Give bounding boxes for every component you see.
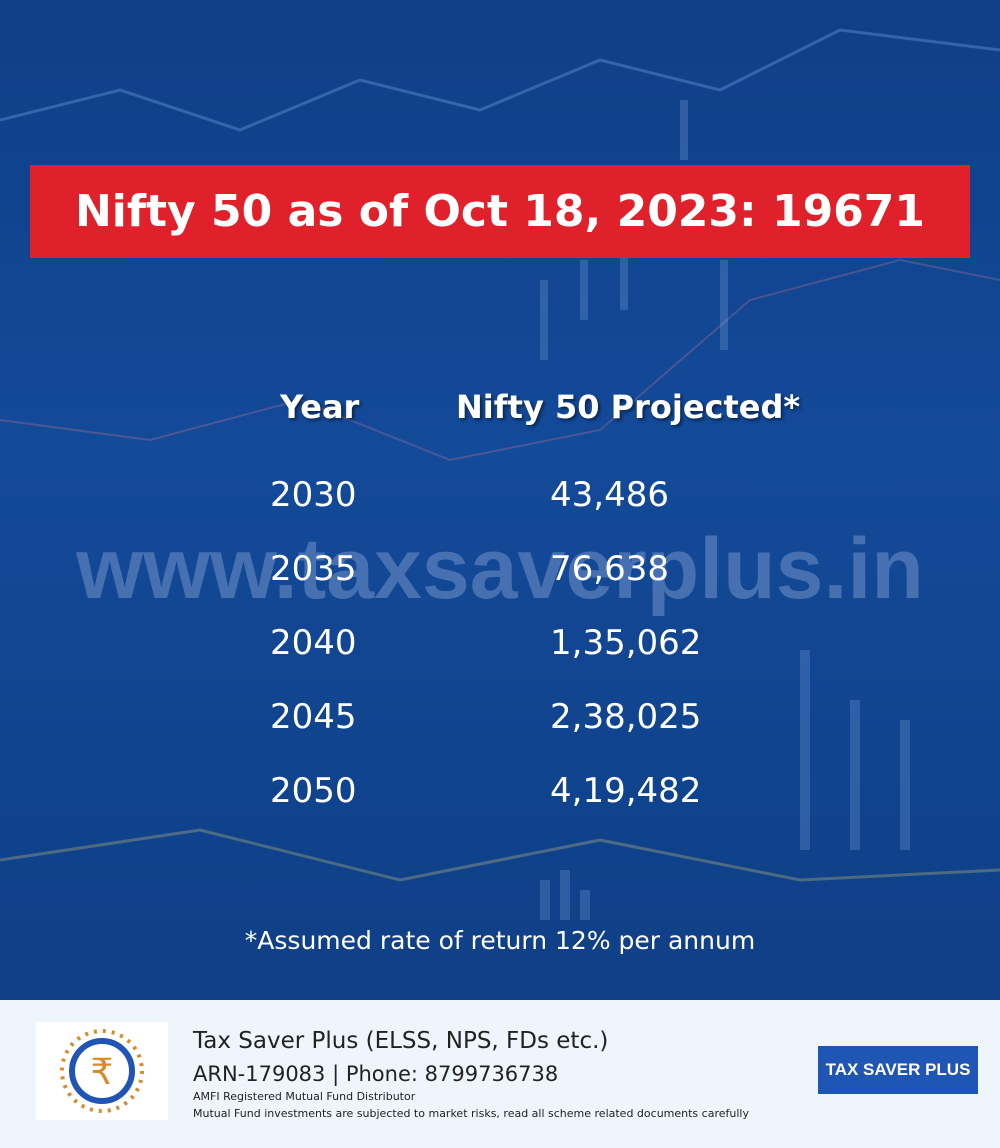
year-cell: 2035 <box>270 549 357 589</box>
footer-disclaimer: Mutual Fund investments are subjected to… <box>193 1107 749 1120</box>
column-header: Year <box>280 388 360 426</box>
brand-badge: TAX SAVER PLUS <box>818 1046 978 1094</box>
projection-cell: 4,19,482 <box>550 771 702 811</box>
projection-cell: 1,35,062 <box>550 623 702 663</box>
hero-background <box>0 0 1000 1000</box>
footnote: *Assumed rate of return 12% per annum <box>244 926 756 955</box>
year-cell: 2050 <box>270 771 357 811</box>
footer-name: Tax Saver Plus (ELSS, NPS, FDs etc.) <box>193 1028 609 1054</box>
projection-cell: 43,486 <box>550 475 669 515</box>
footer-contact: ARN-179083 | Phone: 8799736738 <box>193 1062 559 1086</box>
projection-cell: 2,38,025 <box>550 697 702 737</box>
year-cell: 2030 <box>270 475 357 515</box>
svg-text:₹: ₹ <box>91 1052 114 1093</box>
banner-title: Nifty 50 as of Oct 18, 2023: 19671 <box>30 165 970 258</box>
footer-registration: AMFI Registered Mutual Fund Distributor <box>193 1090 416 1103</box>
watermark: www.taxsaverplus.in <box>76 521 924 617</box>
logo: ₹ <box>36 1022 168 1120</box>
projection-cell: 76,638 <box>550 549 669 589</box>
background-chart-art <box>0 28 1000 920</box>
year-cell: 2040 <box>270 623 357 663</box>
logo-icon: ₹ <box>60 1029 144 1113</box>
column-header: Nifty 50 Projected* <box>456 388 801 426</box>
year-cell: 2045 <box>270 697 357 737</box>
